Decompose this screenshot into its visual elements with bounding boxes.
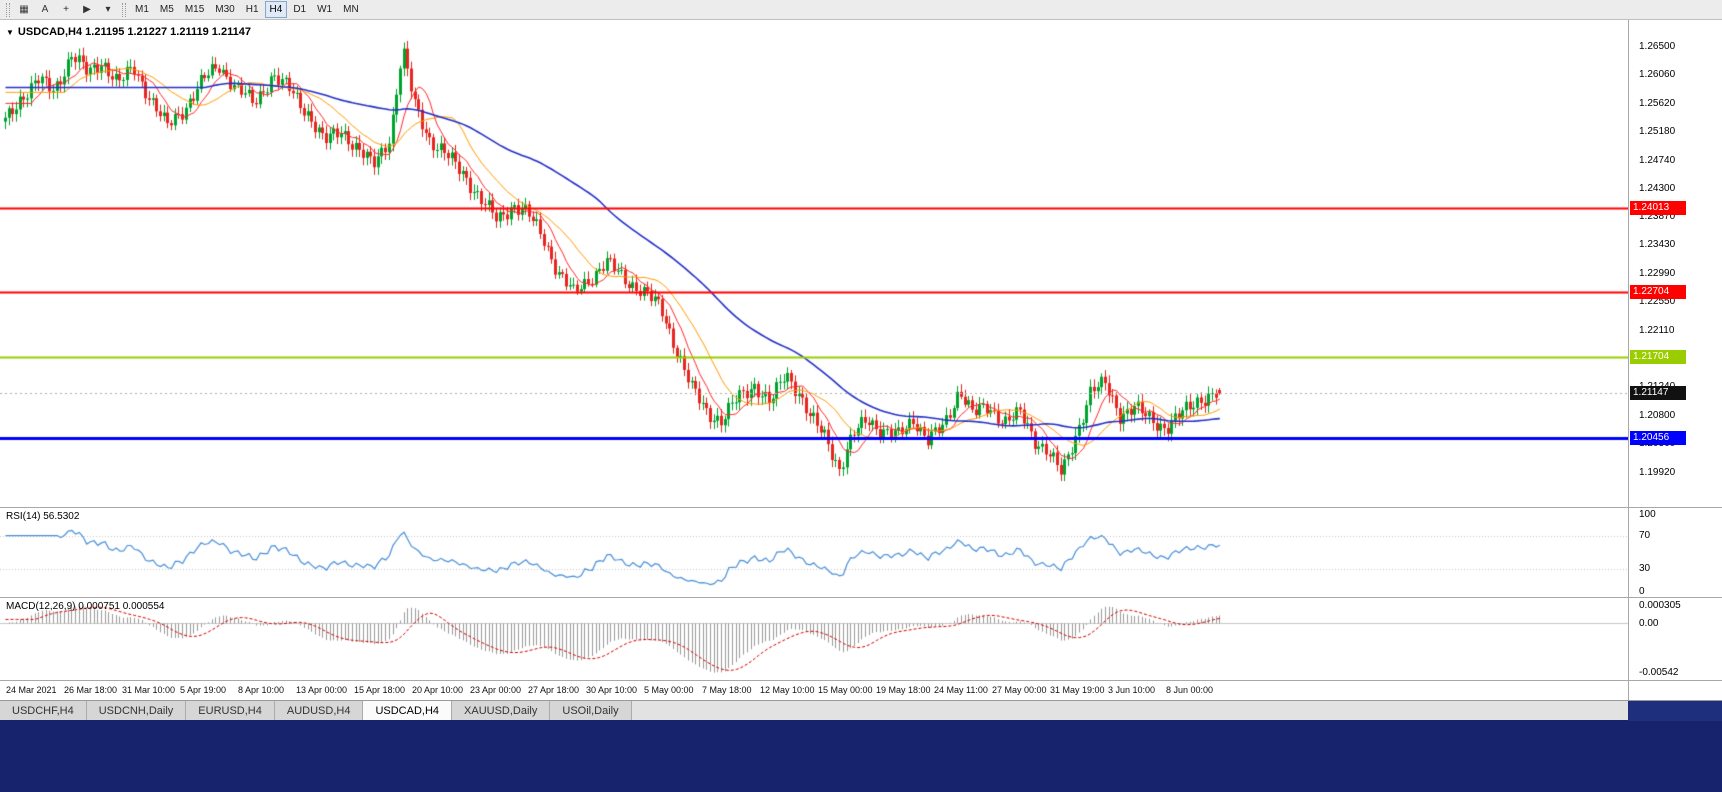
timeframe-toolbar-drag-handle[interactable]: [122, 2, 126, 17]
time-axis-label: 19 May 18:00: [876, 685, 931, 695]
time-axis-label: 7 May 18:00: [702, 685, 752, 695]
time-axis-label: 15 Apr 18:00: [354, 685, 406, 695]
chart-tab-usoil[interactable]: USOil,Daily: [550, 701, 632, 720]
rsi-tick: 0: [1639, 586, 1645, 597]
time-axis-border: [0, 680, 1722, 681]
time-axis-label: 13 Apr 00:00: [296, 685, 348, 695]
timeframe-m1-button[interactable]: M1: [135, 4, 149, 15]
chart-menu-icon[interactable]: ▼: [6, 27, 14, 37]
toolbar-drag-handle[interactable]: [6, 2, 10, 17]
price-tick: 1.24740: [1639, 154, 1676, 166]
chart-shift-icon[interactable]: ▦: [19, 4, 29, 15]
timeframe-m15-button[interactable]: M15: [184, 4, 205, 15]
time-axis-label: 20 Apr 10:00: [412, 685, 464, 695]
time-axis-label: 5 Apr 19:00: [180, 685, 227, 695]
chart-title: ▼ USDCAD,H4 1.21195 1.21227 1.21119 1.21…: [6, 26, 251, 38]
price-tick: 1.26500: [1639, 40, 1676, 52]
hline-price-tag: 1.20456: [1630, 430, 1686, 445]
timeframe-d1-button[interactable]: D1: [293, 4, 307, 15]
rsi-tick: 30: [1639, 563, 1651, 575]
time-axis-label: 5 May 00:00: [644, 685, 694, 695]
time-axis-label: 31 Mar 10:00: [122, 685, 176, 695]
chart-tab-eurusd[interactable]: EURUSD,H4: [186, 701, 275, 720]
price-tick: 1.22110: [1639, 324, 1675, 336]
time-axis-label: 8 Jun 00:00: [1166, 685, 1214, 695]
rsi-tick: 100: [1639, 509, 1656, 520]
tools-group: ▦ A + ▶ ▾: [14, 1, 118, 18]
time-axis-label: 27 Apr 18:00: [528, 685, 580, 695]
rsi-pane-splitter[interactable]: [0, 507, 1722, 508]
macd-tick: -0.00542: [1639, 667, 1679, 678]
time-axis-label: 27 May 00:00: [992, 685, 1047, 695]
price-tick: 1.20800: [1639, 409, 1676, 421]
chart-tab-audusd[interactable]: AUDUSD,H4: [274, 701, 364, 720]
chart-window: ▼ USDCAD,H4 1.21195 1.21227 1.21119 1.21…: [0, 20, 1722, 700]
chart-tab-usdcnh[interactable]: USDCNH,Daily: [86, 701, 187, 720]
time-axis-label: 31 May 19:00: [1050, 685, 1105, 695]
price-tick: 1.25620: [1639, 97, 1676, 109]
timeframe-m30-button[interactable]: M30: [215, 4, 235, 15]
macd-indicator-canvas[interactable]: [0, 598, 1628, 680]
time-axis-label: 3 Jun 10:00: [1108, 685, 1156, 695]
tools-dropdown-icon[interactable]: ▾: [105, 4, 111, 15]
macd-label: MACD(12,26,9) 0.000751 0.000554: [6, 601, 165, 612]
chart-title-text: USDCAD,H4 1.21195 1.21227 1.21119 1.2114…: [17, 26, 251, 38]
price-tick: 1.23870: [1639, 210, 1676, 222]
rsi-tick: 70: [1639, 529, 1651, 541]
price-tick: 1.23430: [1639, 239, 1676, 251]
price-tick: 1.22990: [1639, 267, 1676, 279]
macd-tick: 0.00: [1639, 617, 1659, 629]
hline-price-tag: 1.22704: [1630, 285, 1686, 300]
timeframe-h4-button[interactable]: H4: [264, 1, 288, 18]
price-tick: 1.19920: [1639, 466, 1676, 478]
hline-price-tag: 1.21704: [1630, 350, 1686, 365]
price-axis-border: [1628, 20, 1629, 700]
current-price-tag: 1.21147: [1630, 386, 1686, 401]
text-tool-icon[interactable]: A: [41, 4, 49, 15]
time-axis-label: 8 Apr 10:00: [238, 685, 285, 695]
cursor-tool-icon[interactable]: ▶: [83, 4, 91, 15]
price-tick: 1.26060: [1639, 69, 1676, 81]
macd-tick: 0.000305: [1639, 600, 1681, 611]
chart-tab-bar: USDCHF,H4 USDCNH,Daily EURUSD,H4 AUDUSD,H4 U…: [0, 700, 1722, 721]
time-axis-label: 15 May 00:00: [818, 685, 873, 695]
timeframe-toolbar: M1 M5 M15 M30 H1 H4 D1 W1 MN: [130, 1, 364, 18]
time-axis-label: 24 Mar 2021: [6, 685, 57, 695]
workspace-background: [0, 720, 1722, 792]
price-tick: 1.24300: [1639, 183, 1676, 195]
timeframe-m5-button[interactable]: M5: [159, 4, 174, 15]
chart-tab-usdchf[interactable]: USDCHF,H4: [0, 701, 87, 720]
price-tick: 1.22550: [1639, 296, 1676, 308]
time-axis[interactable]: 24 Mar 2021 26 Mar 18:00 31 Mar 10:00 5 Apr…: [0, 681, 1628, 700]
time-axis-label: 12 May 10:00: [760, 685, 815, 695]
price-axis[interactable]: 1.26500 1.26060 1.25620 1.25180 1.24740 1.243…: [1629, 20, 1722, 700]
tab-bar-corner: [1628, 701, 1722, 721]
timeframe-mn-button[interactable]: MN: [343, 4, 359, 15]
price-chart-canvas[interactable]: [0, 20, 1628, 507]
timeframe-w1-button[interactable]: W1: [317, 4, 333, 15]
top-toolbar: ▦ A + ▶ ▾ M1 M5 M15 M30 H1 H4 D1 W1 MN: [0, 0, 1722, 20]
rsi-label: RSI(14) 56.5302: [6, 511, 80, 522]
crosshair-tool-icon[interactable]: +: [63, 4, 69, 15]
rsi-indicator-canvas[interactable]: [0, 508, 1628, 597]
time-axis-label: 24 May 11:00: [934, 685, 988, 695]
chart-tab-xauusd[interactable]: XAUUSD,Daily: [452, 701, 551, 720]
timeframe-h1-button[interactable]: H1: [245, 4, 259, 15]
price-tick: 1.25180: [1639, 126, 1676, 138]
time-axis-label: 23 Apr 00:00: [470, 685, 522, 695]
chart-tab-usdcad[interactable]: USDCAD,H4: [363, 701, 453, 720]
hline-price-tag: 1.24013: [1630, 200, 1686, 215]
time-axis-label: 30 Apr 10:00: [586, 685, 638, 695]
time-axis-label: 26 Mar 18:00: [64, 685, 118, 695]
macd-pane-splitter[interactable]: [0, 597, 1722, 598]
chart-tabs: USDCHF,H4 USDCNH,Daily EURUSD,H4 AUDUSD,H4 U…: [0, 701, 1722, 720]
